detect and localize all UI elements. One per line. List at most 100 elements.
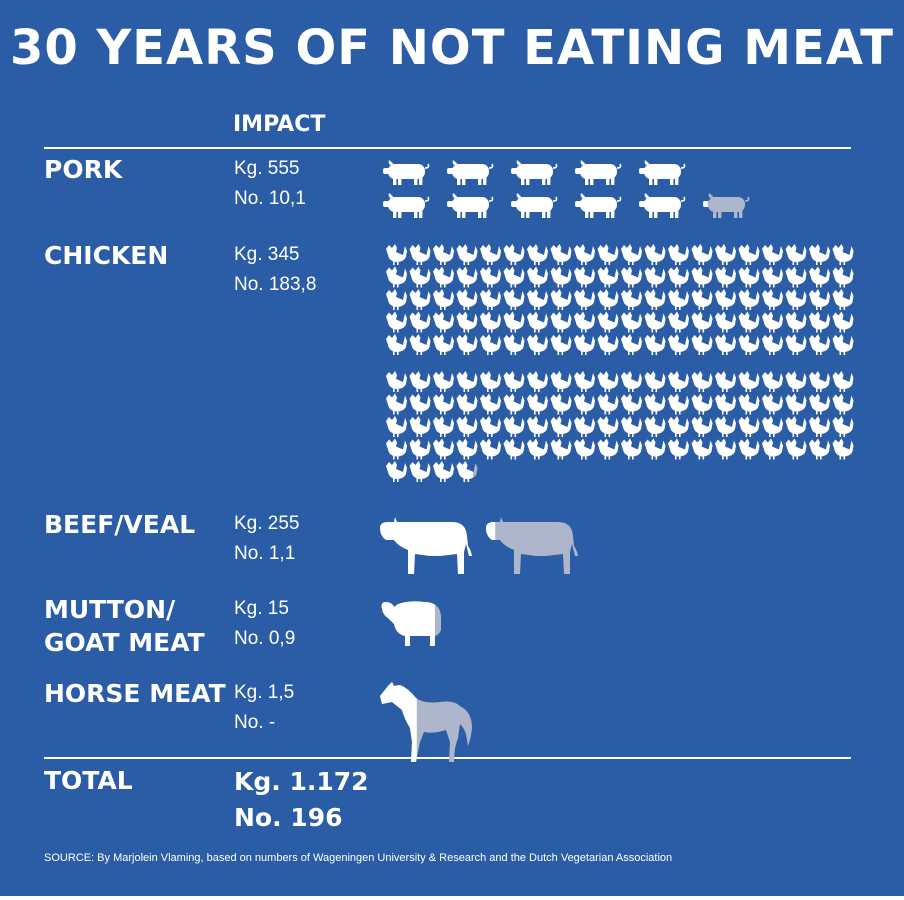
chicken-icon <box>715 334 736 355</box>
chicken-icon <box>527 438 548 460</box>
pig-icon <box>383 193 430 218</box>
chicken-icon <box>738 334 760 355</box>
chicken-icon <box>527 334 548 355</box>
chicken-icon <box>456 244 478 265</box>
chicken-icon <box>691 438 713 460</box>
chicken-icon <box>785 438 807 460</box>
chicken-icon <box>550 266 572 288</box>
chicken-icon <box>621 438 642 460</box>
chicken-icon <box>409 311 431 333</box>
chicken-category-label: CHICKEN <box>44 241 169 270</box>
chicken-icon <box>715 289 736 310</box>
chicken-icon <box>621 416 642 437</box>
chicken-icon <box>644 371 666 392</box>
chicken-icon <box>597 416 619 437</box>
chicken-icon <box>574 311 595 333</box>
chicken-icon <box>785 311 807 333</box>
chicken-icon <box>409 244 431 265</box>
cow-icon <box>380 517 472 574</box>
chicken-icon <box>433 289 454 310</box>
header-divider <box>44 147 851 149</box>
chicken-icon <box>785 266 807 288</box>
horse-icon <box>380 682 472 762</box>
chicken-icon <box>668 393 689 415</box>
chicken-icon <box>456 371 478 392</box>
chicken-icon <box>668 311 689 333</box>
chicken-icon <box>832 438 854 460</box>
chicken-icon <box>409 289 431 310</box>
chicken-icon <box>597 289 619 310</box>
chicken-icon <box>409 266 431 288</box>
chicken-icon <box>715 266 736 288</box>
chicken-kg-value: Kg. 345 <box>234 244 300 265</box>
chicken-icon <box>809 416 830 437</box>
chicken-icon <box>644 311 666 333</box>
chicken-icon <box>550 416 572 437</box>
chicken-icon <box>621 266 642 288</box>
chicken-icon <box>644 438 666 460</box>
chicken-icon <box>597 438 619 460</box>
chicken-icon <box>832 311 854 333</box>
chicken-icon <box>550 371 572 392</box>
chicken-icon <box>433 266 454 288</box>
chicken-icon <box>433 244 454 265</box>
chicken-icon <box>456 266 478 288</box>
chicken-icon <box>715 371 736 392</box>
chicken-icon <box>480 438 501 460</box>
chicken-icon <box>480 416 501 437</box>
chicken-icon <box>785 393 807 415</box>
mutton-kg-value: Kg. 15 <box>234 598 289 619</box>
chicken-icon <box>621 244 642 265</box>
chicken-icon <box>809 244 830 265</box>
chicken-icon <box>433 311 454 333</box>
chicken-icon <box>668 371 689 392</box>
chicken-icon <box>433 393 454 415</box>
pork-category-label: PORK <box>44 155 123 184</box>
chicken-icon <box>621 311 642 333</box>
chicken-icon <box>386 266 407 288</box>
chicken-icon <box>621 393 642 415</box>
chicken-icon <box>456 416 478 437</box>
chicken-icon <box>456 289 478 310</box>
chicken-icon <box>386 311 407 333</box>
chicken-icon <box>738 371 760 392</box>
chicken-icon <box>691 244 713 265</box>
chicken-icon <box>480 311 501 333</box>
chicken-icon <box>456 438 478 460</box>
chicken-icon <box>762 311 783 333</box>
chicken-icon <box>738 416 760 437</box>
chicken-icon <box>785 371 807 392</box>
pork-count-value: No. 10,1 <box>234 188 306 209</box>
pig-icon <box>639 193 686 218</box>
chicken-icon <box>762 393 783 415</box>
chicken-icon <box>762 416 783 437</box>
chicken-icon <box>527 266 548 288</box>
chicken-icon <box>644 416 666 437</box>
chicken-icon <box>832 289 854 310</box>
chicken-icon <box>574 416 595 437</box>
chicken-icon <box>574 438 595 460</box>
total-label: TOTAL <box>44 766 133 795</box>
chicken-icon <box>809 393 830 415</box>
chicken-icon <box>832 393 854 415</box>
chicken-icon <box>480 334 501 355</box>
chicken-icon <box>762 371 783 392</box>
chicken-icon <box>433 416 454 437</box>
mutton-count-value: No. 0,9 <box>234 628 296 649</box>
chicken-icon <box>503 334 525 355</box>
chicken-icon <box>738 311 760 333</box>
chicken-icon <box>809 438 830 460</box>
chicken-icon <box>738 438 760 460</box>
chicken-icon <box>409 393 431 415</box>
chicken-icon <box>456 461 478 482</box>
chicken-icon <box>644 334 666 355</box>
chicken-icon <box>503 393 525 415</box>
chicken-icon <box>503 266 525 288</box>
pig-icon <box>383 160 430 185</box>
chicken-icon <box>691 311 713 333</box>
pig-icon <box>511 160 558 185</box>
total-kg-value: Kg. 1.172 <box>234 767 369 796</box>
chicken-icon <box>691 416 713 437</box>
chicken-icon <box>644 393 666 415</box>
